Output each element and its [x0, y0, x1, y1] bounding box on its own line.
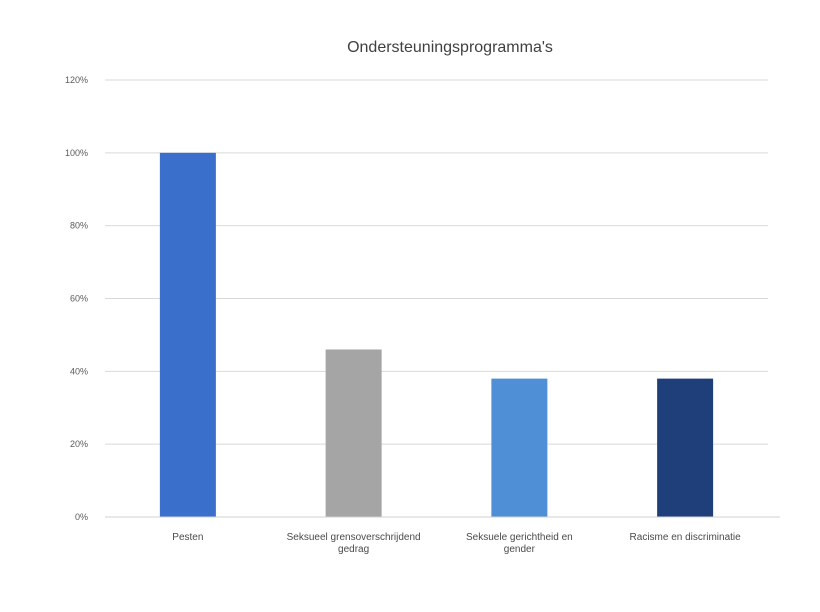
x-category-label: Pesten: [172, 532, 203, 543]
y-tick-label: 80%: [70, 221, 88, 231]
x-category-label-line: gedrag: [338, 544, 369, 555]
y-tick-label: 40%: [70, 366, 88, 376]
x-axis-labels: Pesten Seksueel grensoverschrijdend gedrag…: [172, 532, 741, 555]
bar: [657, 378, 714, 517]
chart-title: Ondersteuningsprogramma's: [347, 39, 553, 56]
x-category-label: Seksueel grensoverschrijdend gedrag: [287, 532, 421, 555]
y-tick-label: 120%: [65, 75, 88, 85]
bar: [325, 349, 382, 517]
bar: [491, 378, 548, 517]
y-tick-label: 20%: [70, 439, 88, 449]
bars: [159, 152, 714, 518]
x-category-label-line: Seksuele gerichtheid en: [466, 532, 573, 543]
x-category-label-line: Seksueel grensoverschrijdend: [287, 532, 421, 543]
y-tick-label: 60%: [70, 294, 88, 304]
bar: [159, 152, 216, 518]
y-axis-ticks: 0% 20% 40% 60% 80% 100% 120%: [65, 75, 88, 522]
y-tick-label: 0%: [75, 512, 88, 522]
y-tick-label: 100%: [65, 148, 88, 158]
x-category-label-line: Racisme en discriminatie: [630, 532, 742, 543]
x-category-label: Racisme en discriminatie: [630, 532, 742, 543]
x-category-label-line: gender: [504, 544, 536, 555]
x-category-label-line: Pesten: [172, 532, 203, 543]
x-category-label: Seksuele gerichtheid en gender: [466, 532, 573, 555]
